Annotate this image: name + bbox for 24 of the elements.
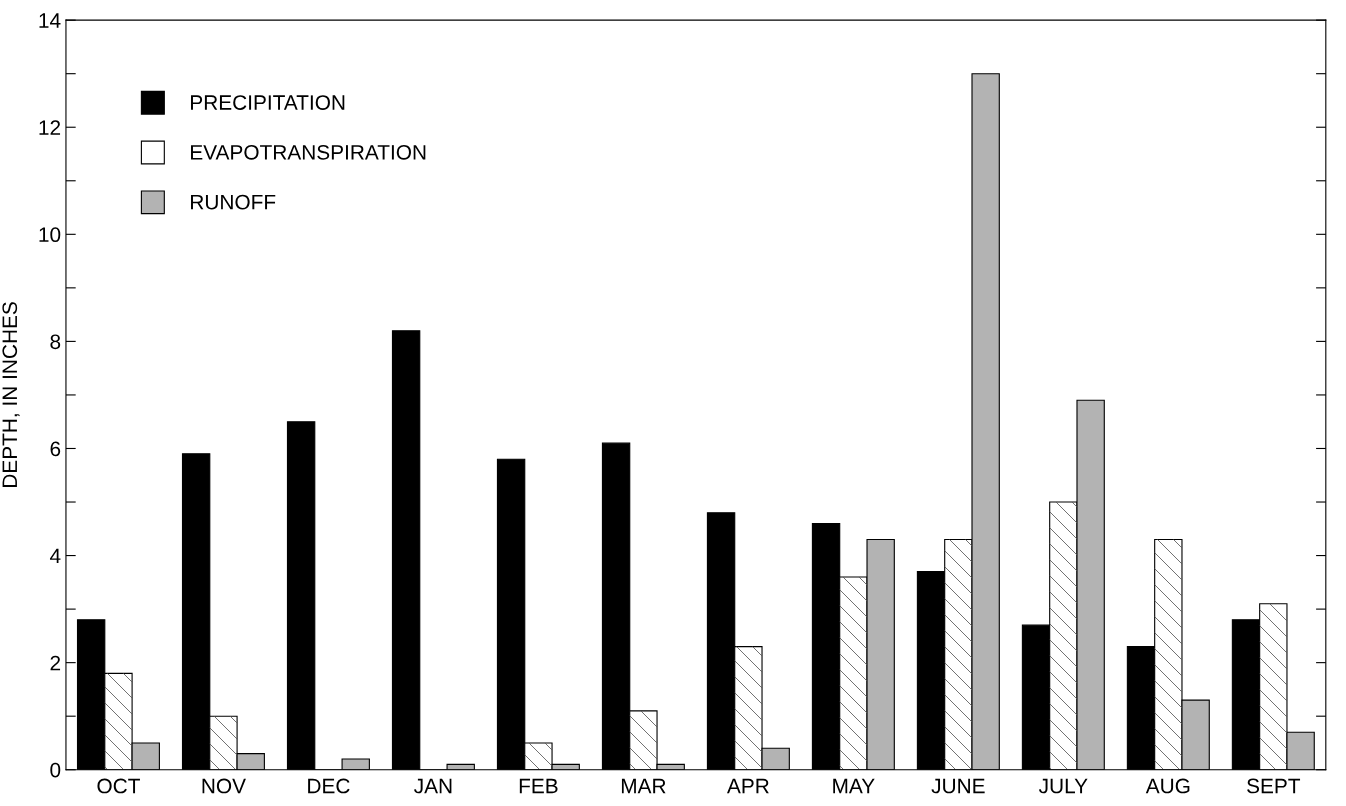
legend-label: EVAPOTRANSPIRATION — [191, 144, 426, 160]
x-tick-label: FEB — [519, 778, 558, 794]
x-tick-label: MAR — [621, 778, 666, 794]
y-tick-label: 10 — [39, 227, 61, 243]
x-tick-label: JAN — [414, 778, 452, 794]
y-tick-label: 8 — [50, 334, 61, 350]
x-tick-label: JULY — [1038, 778, 1088, 794]
x-tick-label: NOV — [202, 778, 246, 794]
y-axis-title: DEPTH, IN INCHES — [2, 302, 20, 487]
x-tick-label: APR — [727, 778, 769, 794]
y-tick-label: 14 — [39, 13, 61, 28]
x-tick-label: JUNE — [931, 778, 985, 794]
x-tick-label: DEC — [308, 778, 350, 794]
y-tick-label: 0 — [50, 762, 61, 778]
legend-label: RUNOFF — [191, 194, 276, 210]
x-tick-label: AUG — [1145, 778, 1190, 794]
y-tick-label: 4 — [49, 548, 61, 564]
legend-label: PRECIPITATION — [191, 95, 345, 110]
y-tick-label: 2 — [50, 655, 61, 671]
y-tick-label: 6 — [50, 441, 61, 457]
x-tick-label: SEPT — [1247, 778, 1301, 794]
x-tick-label: OCT — [97, 778, 140, 794]
y-tick-label: 12 — [39, 120, 61, 135]
x-tick-label: MAY — [833, 778, 875, 794]
